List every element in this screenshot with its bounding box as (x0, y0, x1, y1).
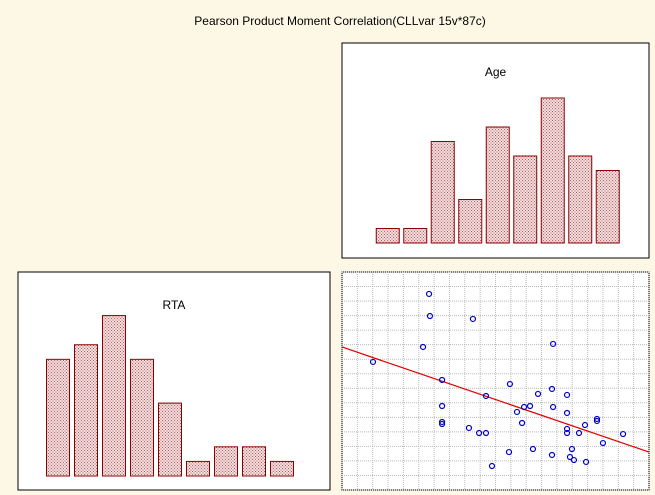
scatter-point (465, 424, 473, 432)
scatter-point (566, 453, 574, 461)
scatter-point (506, 380, 514, 388)
histogram-bar (458, 199, 483, 244)
scatter-point (563, 409, 571, 417)
histogram-bar (186, 460, 210, 477)
scatter-point (549, 340, 557, 348)
histogram-bar (430, 141, 455, 244)
histogram-bar (485, 126, 510, 244)
scatter-point (520, 403, 528, 411)
scatter-point (529, 445, 537, 453)
histogram-bar (270, 460, 294, 477)
scatter-point (419, 343, 427, 351)
scatter-point (438, 402, 446, 410)
histogram-bar (568, 155, 593, 244)
histogram-bar (375, 228, 400, 244)
regression-line (341, 346, 650, 453)
histogram-bar (513, 155, 538, 244)
histogram-bar (158, 402, 182, 477)
histogram-bar (595, 170, 620, 244)
scatter-point (548, 451, 556, 459)
histogram-bar (540, 97, 565, 244)
scatter-point (568, 445, 576, 453)
histogram-bar (214, 446, 238, 477)
histogram-bar (130, 358, 154, 477)
scatter-point (518, 419, 526, 427)
scatter-point (425, 290, 433, 298)
scatter-point (513, 408, 521, 416)
scatter-point (534, 390, 542, 398)
scatter-point (599, 439, 607, 447)
panel-title: Age (485, 65, 507, 79)
scatter-point (575, 429, 583, 437)
scatter-point (563, 425, 571, 433)
scatter-point (593, 415, 601, 423)
panel-title: RTA (163, 298, 186, 312)
histogram-bar (74, 344, 98, 477)
scatter-point (581, 421, 589, 429)
scatter-point (469, 315, 477, 323)
scatter-point (548, 385, 556, 393)
scatter-point (593, 417, 601, 425)
scatter-point (619, 430, 627, 438)
scatter-point (570, 456, 578, 464)
scatter-point (438, 420, 446, 428)
scatter-point (482, 392, 490, 400)
scatter-point (563, 429, 571, 437)
scatter-point (438, 418, 446, 426)
scatter-point (505, 448, 513, 456)
scatter-point (475, 429, 483, 437)
page-title: Pearson Product Moment Correlation(CLLva… (194, 14, 485, 28)
scatter-point (563, 391, 571, 399)
histogram-bar (403, 228, 428, 244)
scatter-point (526, 402, 534, 410)
scatter-point (438, 376, 446, 384)
scatter-point (482, 429, 490, 437)
histogram-bar (242, 446, 266, 477)
scatter-point (369, 358, 377, 366)
scatter-point (549, 403, 557, 411)
histogram-bar (46, 358, 70, 477)
scatter-point (582, 458, 590, 466)
histogram-bar (102, 315, 126, 477)
scatter-point (488, 462, 496, 470)
scatter-point (426, 312, 434, 320)
